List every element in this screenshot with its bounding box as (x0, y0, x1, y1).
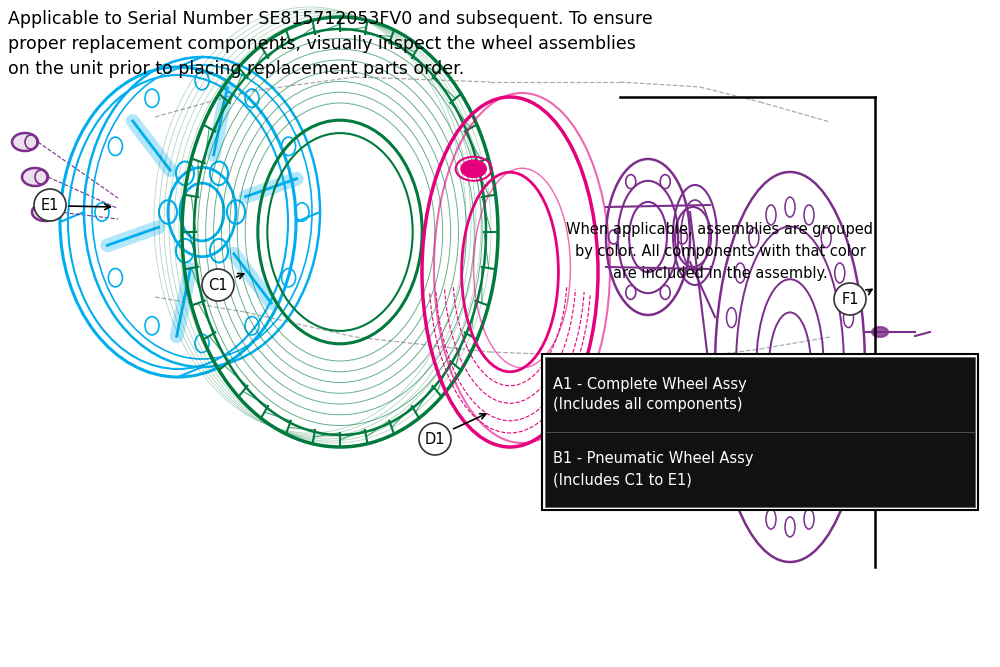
FancyBboxPatch shape (545, 432, 975, 507)
Circle shape (34, 189, 66, 221)
Text: E1: E1 (41, 197, 59, 213)
Text: B1 - Pneumatic Wheel Assy
(Includes C1 to E1): B1 - Pneumatic Wheel Assy (Includes C1 t… (553, 452, 754, 488)
Circle shape (419, 423, 451, 455)
FancyBboxPatch shape (545, 357, 975, 432)
Ellipse shape (22, 168, 48, 186)
Ellipse shape (12, 133, 38, 151)
Text: F1: F1 (841, 291, 859, 307)
Circle shape (202, 269, 234, 301)
Text: A1 - Complete Wheel Assy
(Includes all components): A1 - Complete Wheel Assy (Includes all c… (553, 376, 747, 412)
Ellipse shape (32, 203, 58, 221)
Ellipse shape (875, 387, 891, 397)
Ellipse shape (462, 161, 486, 177)
Circle shape (834, 283, 866, 315)
Text: Applicable to Serial Number SE815712053FV0 and subsequent. To ensure
proper repl: Applicable to Serial Number SE815712053F… (8, 10, 653, 78)
FancyBboxPatch shape (542, 354, 978, 510)
Ellipse shape (874, 357, 890, 367)
Ellipse shape (872, 327, 888, 337)
Text: C1: C1 (208, 277, 228, 293)
Text: D1: D1 (425, 432, 445, 446)
Text: When applicable, assemblies are grouped
by color. All components with that color: When applicable, assemblies are grouped … (566, 222, 874, 281)
